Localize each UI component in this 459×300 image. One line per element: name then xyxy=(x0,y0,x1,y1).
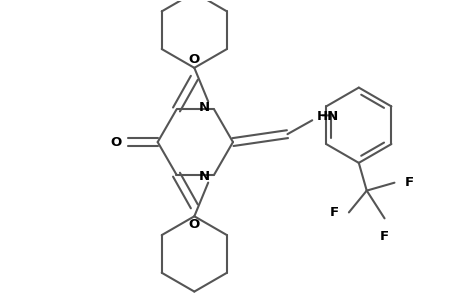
Text: N: N xyxy=(199,101,210,114)
Text: F: F xyxy=(403,176,413,189)
Text: O: O xyxy=(110,136,122,148)
Text: O: O xyxy=(188,53,200,66)
Text: N: N xyxy=(199,170,210,183)
Text: HN: HN xyxy=(317,110,339,123)
Text: F: F xyxy=(379,230,388,243)
Text: O: O xyxy=(188,218,200,231)
Text: F: F xyxy=(329,206,338,219)
